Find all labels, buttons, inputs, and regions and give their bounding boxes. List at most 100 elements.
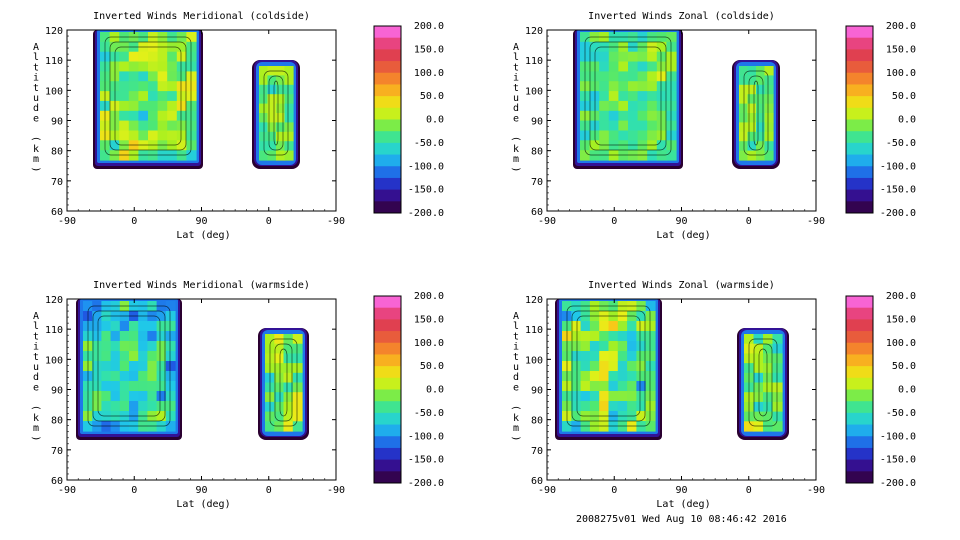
field-cell: [636, 361, 647, 372]
field-cell: [617, 331, 628, 342]
field-cell: [645, 391, 656, 402]
field-cell: [265, 334, 275, 345]
colorbar-segment: [374, 61, 401, 74]
field-cell: [138, 61, 149, 72]
y-axis-label-char: l: [513, 321, 519, 332]
x-tick-label: 0: [131, 485, 137, 496]
x-tick-label: 0: [746, 485, 752, 496]
colorbar-tick-label: 0.0: [426, 385, 444, 396]
x-axis-label: Lat (deg): [176, 230, 230, 241]
field-cell: [753, 392, 764, 403]
colorbar-tick-label: -150.0: [880, 455, 916, 466]
colorbar-tick-label: -100.0: [408, 431, 444, 442]
y-axis-label-char: i: [513, 73, 519, 84]
field-cell: [599, 130, 610, 141]
field-cell: [599, 81, 610, 92]
field-cell: [608, 91, 619, 102]
field-cell: [292, 392, 303, 403]
colorbar-segment: [846, 389, 873, 402]
field-cell: [157, 51, 168, 63]
chart-title: Inverted Winds Zonal (coldside): [588, 11, 775, 22]
field-cell: [109, 140, 120, 151]
colorbar-tick-label: 50.0: [892, 91, 916, 102]
colorbar-segment: [374, 342, 401, 355]
field-cell: [119, 61, 130, 72]
field-cell: [157, 100, 168, 112]
field-cell: [292, 382, 303, 393]
contour-line: [594, 46, 662, 146]
field-cell: [92, 401, 102, 412]
field-cell: [608, 331, 619, 342]
field-cell: [156, 321, 167, 332]
field-cell: [636, 321, 647, 332]
field-cell: [656, 51, 667, 63]
y-axis-label-char: u: [513, 93, 519, 104]
x-tick-label: -90: [58, 216, 76, 227]
field-cell: [129, 391, 139, 402]
colorbar-tick-label: 100.0: [414, 68, 444, 79]
field-cell: [608, 61, 619, 72]
field-cell: [747, 84, 757, 95]
field-cell: [764, 122, 774, 133]
colorbar-segment: [374, 72, 401, 85]
colorbar-tick-label: -200.0: [408, 478, 444, 489]
colorbar-tick-label: 100.0: [886, 68, 916, 79]
y-tick-label: 60: [51, 476, 63, 487]
field-cell: [637, 150, 648, 161]
contour-line: [92, 310, 166, 422]
x-tick-label: 90: [195, 485, 207, 496]
field-cell: [156, 411, 167, 422]
field-cell: [259, 75, 269, 86]
colorbar-segment: [846, 424, 873, 437]
y-axis-label-char: ): [510, 435, 521, 441]
field-cell: [259, 66, 269, 76]
field-cell: [138, 100, 149, 112]
field-cell: [636, 341, 647, 352]
field-cell: [176, 61, 187, 72]
field-cell: [138, 361, 148, 372]
field-cell: [176, 41, 187, 53]
field-cell: [599, 351, 610, 362]
field-cell: [167, 130, 178, 141]
field-cell: [562, 301, 572, 312]
field-cell: [167, 120, 178, 131]
field-cell: [259, 94, 269, 105]
contour-line: [743, 70, 769, 156]
field-cell: [764, 66, 774, 76]
field-cell: [92, 371, 102, 382]
field-cell: [763, 401, 774, 413]
y-axis-label-char: A: [33, 42, 39, 53]
field-cell: [259, 141, 269, 152]
y-axis-label-char: t: [513, 352, 519, 363]
field-cell: [110, 331, 121, 342]
y-axis-label-char: t: [33, 331, 39, 342]
field-cell: [148, 100, 159, 112]
field-cell: [589, 41, 600, 53]
chart-title: Inverted Winds Meridional (warmside): [93, 280, 310, 291]
field-cell: [119, 391, 130, 402]
field-cell: [157, 81, 168, 92]
y-axis-label-char: u: [33, 362, 39, 373]
field-cell: [608, 321, 619, 332]
field-cell: [128, 51, 139, 63]
field-cell: [763, 363, 774, 374]
field-cell: [147, 321, 158, 332]
colorbar-tick-label: -100.0: [880, 161, 916, 172]
colorbar-tick-label: 50.0: [420, 91, 444, 102]
data-region-2: [732, 60, 780, 169]
field-cell: [580, 401, 591, 412]
y-axis-label-char: u: [33, 93, 39, 104]
field-cell: [92, 311, 102, 322]
field-cell: [176, 150, 187, 161]
field-cell: [756, 122, 766, 133]
field-cell: [276, 122, 286, 133]
y-axis-label-char: t: [33, 83, 39, 94]
y-tick-label: 110: [525, 56, 543, 67]
field-cell: [666, 41, 677, 53]
field-cell: [627, 401, 637, 412]
field-cell: [276, 75, 286, 86]
field-cell: [571, 401, 582, 412]
field-cell: [167, 51, 178, 63]
colorbar-tick-label: 150.0: [886, 44, 916, 55]
